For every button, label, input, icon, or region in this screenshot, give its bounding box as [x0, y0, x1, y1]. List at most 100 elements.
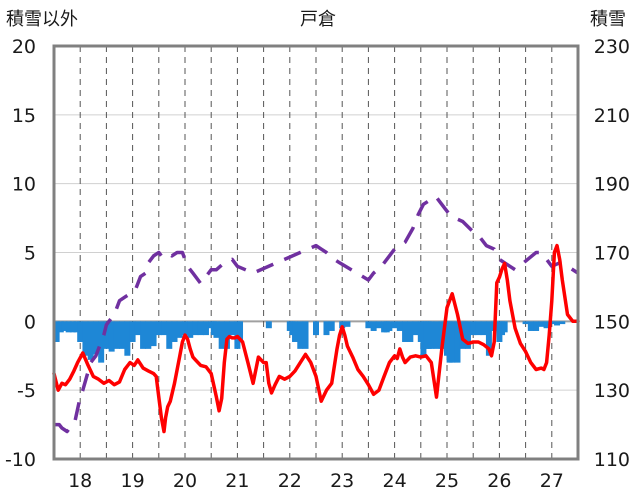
precipitation-bar — [65, 321, 72, 333]
y-tick-right: 190 — [594, 174, 630, 196]
left-y-ticks: -10 -5 0 5 10 15 20 — [5, 36, 36, 471]
x-ticks: 18 19 20 21 22 23 24 25 26 27 — [68, 470, 564, 492]
precipitation-bar — [119, 321, 126, 349]
precipitation-bar — [192, 321, 199, 336]
precipitation-bar — [61, 321, 68, 331]
precipitation-bar — [370, 321, 377, 331]
precipitation-bar — [433, 321, 440, 349]
precipitation-bar — [197, 321, 204, 336]
precipitation-bar — [559, 321, 566, 325]
precipitation-bar — [454, 321, 461, 363]
precipitation-bar — [292, 321, 299, 342]
precipitation-bar — [218, 321, 225, 349]
y-tick-left: -5 — [17, 380, 36, 402]
precipitation-bar — [428, 321, 435, 349]
x-tick: 23 — [330, 470, 354, 492]
precipitation-bar — [145, 321, 152, 349]
precipitation-bar — [87, 321, 94, 360]
y-tick-left: 10 — [12, 174, 36, 196]
right-y-ticks: 110 130 150 170 190 210 230 — [594, 36, 630, 471]
precipitation-bar — [171, 321, 178, 342]
snow-depth-line — [54, 195, 579, 434]
precipitation-bar — [161, 321, 168, 336]
precipitation-bar — [73, 321, 80, 333]
precipitation-bars — [53, 321, 566, 363]
precipitation-bar — [53, 321, 60, 342]
precipitation-bar — [323, 321, 330, 336]
precipitation-bar — [391, 321, 398, 329]
precipitation-bar — [113, 321, 120, 349]
precipitation-bar — [407, 321, 414, 342]
right-axis-label: 積雪 — [590, 9, 626, 30]
precipitation-bar — [533, 321, 540, 331]
x-tick: 19 — [121, 470, 145, 492]
precipitation-bar — [339, 321, 346, 329]
precipitation-bar — [365, 321, 372, 329]
precipitation-bar — [57, 321, 64, 333]
y-tick-right: 230 — [594, 36, 630, 58]
precipitation-bar — [470, 321, 477, 336]
precipitation-bar — [213, 321, 220, 338]
precipitation-bar — [475, 321, 482, 336]
temperature-line — [52, 243, 580, 434]
x-tick: 18 — [68, 470, 92, 492]
x-tick: 21 — [225, 470, 249, 492]
y-tick-left: 5 — [24, 243, 36, 265]
precipitation-bar — [98, 321, 105, 363]
x-tick: 24 — [383, 470, 407, 492]
precipitation-bar — [265, 321, 272, 329]
y-tick-right: 130 — [594, 380, 630, 402]
chart-title: 戸倉 — [300, 9, 336, 30]
x-tick: 26 — [487, 470, 511, 492]
precipitation-bar — [328, 321, 335, 331]
precipitation-bar — [501, 321, 508, 333]
precipitation-bar — [103, 321, 110, 349]
precipitation-bar — [386, 321, 393, 331]
precipitation-bar — [166, 321, 173, 349]
y-tick-right: 150 — [594, 311, 630, 333]
precipitation-bar — [543, 321, 550, 329]
precipitation-bar — [108, 321, 115, 352]
precipitation-bar — [538, 321, 545, 327]
y-tick-left: -10 — [5, 449, 36, 471]
precipitation-bar — [438, 321, 445, 349]
precipitation-bar — [124, 321, 131, 356]
precipitation-bar — [344, 321, 351, 327]
precipitation-bar — [527, 321, 534, 331]
y-tick-right: 110 — [594, 449, 630, 471]
precipitation-bar — [92, 321, 99, 355]
x-tick: 25 — [435, 470, 459, 492]
precipitation-bar — [464, 321, 471, 349]
precipitation-bar — [297, 321, 304, 349]
precipitation-bar — [140, 321, 147, 349]
precipitation-bar — [412, 321, 419, 336]
x-tick: 20 — [173, 470, 197, 492]
precipitation-bar — [229, 321, 236, 336]
left-axis-label: 積雪以外 — [6, 9, 78, 30]
plot-frame — [52, 44, 580, 461]
precipitation-bar — [313, 321, 319, 336]
precipitation-bar — [554, 321, 561, 326]
y-tick-right: 210 — [594, 105, 630, 127]
precipitation-bar — [302, 321, 309, 349]
x-tick: 22 — [278, 470, 302, 492]
precipitation-bar — [480, 321, 487, 336]
precipitation-bar — [485, 321, 492, 356]
precipitation-bar — [449, 321, 456, 363]
precipitation-bar — [202, 321, 209, 336]
precipitation-bar — [402, 321, 409, 342]
y-tick-right: 170 — [594, 243, 630, 265]
y-tick-left: 15 — [12, 105, 36, 127]
precipitation-bar — [155, 321, 162, 336]
precipitation-bar — [82, 321, 89, 356]
precipitation-bar — [77, 321, 84, 342]
precipitation-bar — [223, 321, 230, 349]
data-series — [52, 195, 580, 434]
precipitation-bar — [176, 321, 183, 338]
precipitation-bar — [150, 321, 157, 347]
precipitation-bar — [187, 321, 194, 338]
y-tick-left: 0 — [24, 311, 36, 333]
precipitation-bar — [129, 321, 136, 342]
precipitation-bar — [69, 321, 76, 333]
y-tick-left: 20 — [12, 36, 36, 58]
